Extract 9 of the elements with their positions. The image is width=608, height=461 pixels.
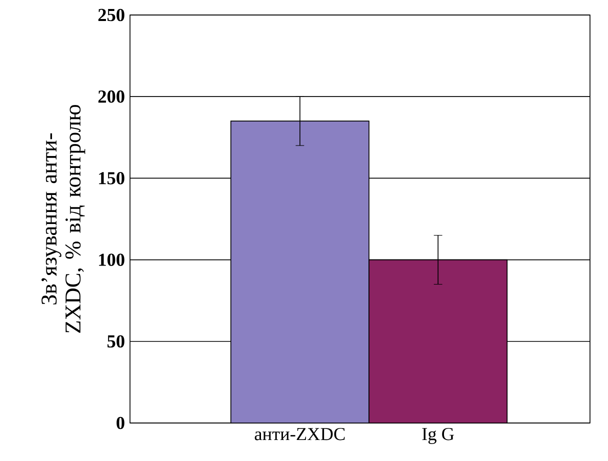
y-tick-label: 100: [99, 254, 124, 266]
y-tick-label: 200: [98, 90, 124, 103]
x-tick-label: Ig G: [422, 428, 454, 444]
y-axis-title: Зв’язування анти-ZXDC, % від контролю: [42, 104, 86, 333]
y-tick-label: 50: [107, 335, 124, 348]
y-tick-label: 150: [99, 172, 124, 184]
y-tick-label: 250: [98, 8, 124, 22]
y-tick-label: 0: [116, 416, 124, 430]
x-tick-label: анти-ZXDC: [254, 428, 345, 440]
